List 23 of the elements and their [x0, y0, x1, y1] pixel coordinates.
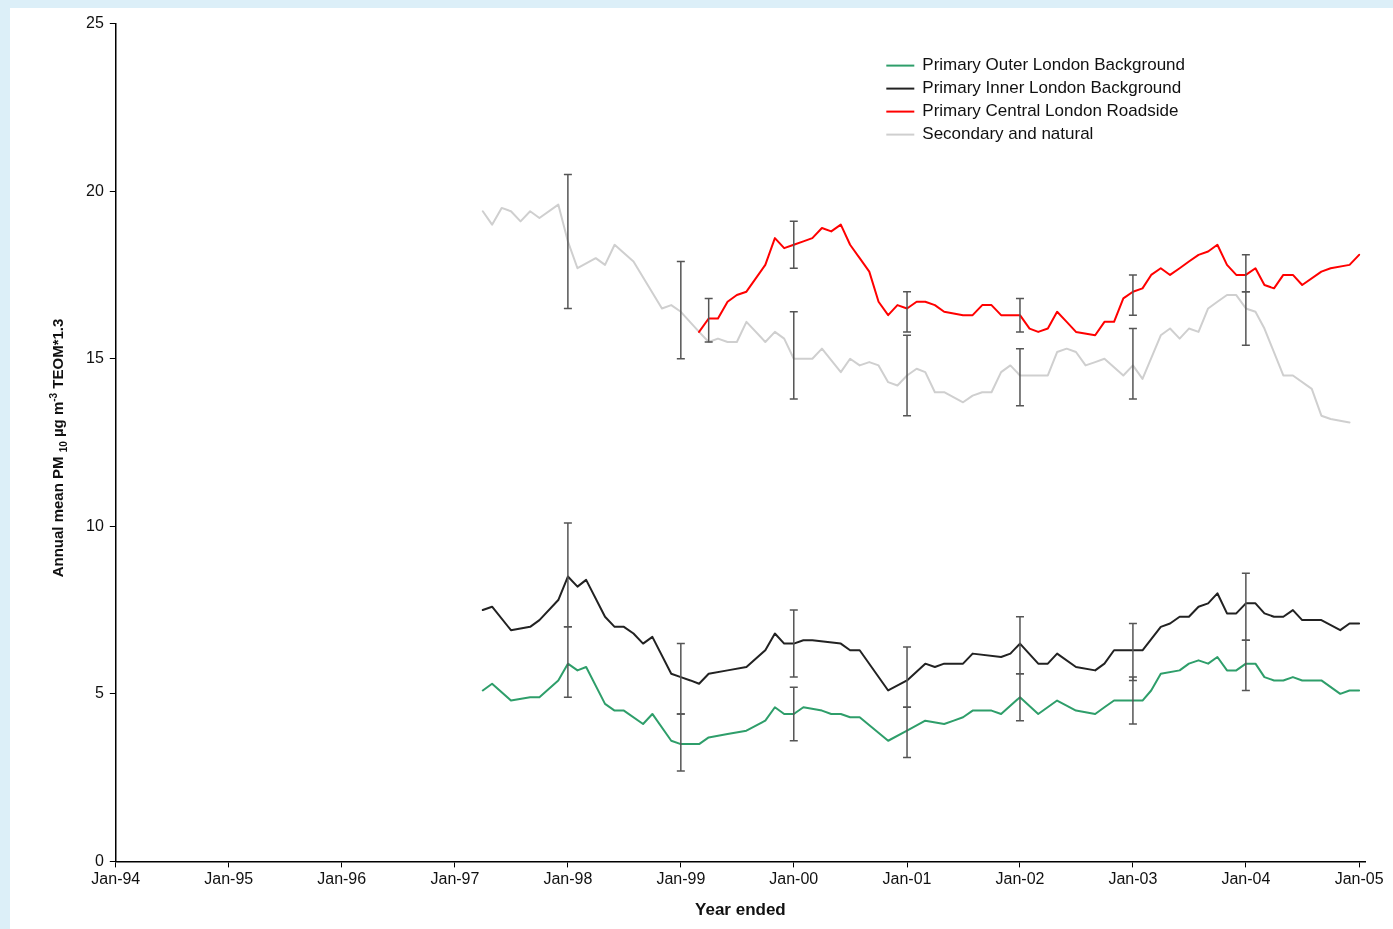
- y-tick-label: 10: [86, 516, 104, 534]
- x-tick-label: Jan-00: [769, 870, 819, 888]
- x-tick-label: Jan-05: [1334, 870, 1384, 888]
- x-tick-label: Jan-01: [882, 870, 932, 888]
- y-tick-label: 20: [86, 181, 104, 199]
- x-tick-label: Jan-99: [656, 870, 706, 888]
- x-tick-label: Jan-97: [430, 870, 480, 888]
- x-tick-label: Jan-03: [1108, 870, 1158, 888]
- x-tick-label: Jan-94: [91, 870, 141, 888]
- x-tick-label: Jan-98: [543, 870, 593, 888]
- x-tick-label: Jan-02: [995, 870, 1045, 888]
- y-tick-label: 0: [94, 851, 104, 869]
- legend-label: Primary Inner London Background: [922, 78, 1182, 98]
- legend-label: Secondary and natural: [922, 124, 1094, 144]
- x-tick-label: Jan-04: [1221, 870, 1271, 888]
- legend-label: Primary Outer London Background: [922, 55, 1186, 75]
- x-tick-label: Jan-96: [317, 870, 367, 888]
- y-tick-label: 15: [86, 349, 104, 367]
- legend-label: Primary Central London Roadside: [922, 101, 1179, 121]
- y-tick-label: 25: [86, 14, 104, 32]
- x-axis-title: Year ended: [695, 900, 786, 920]
- x-tick-label: Jan-95: [204, 870, 254, 888]
- y-tick-label: 5: [94, 684, 104, 702]
